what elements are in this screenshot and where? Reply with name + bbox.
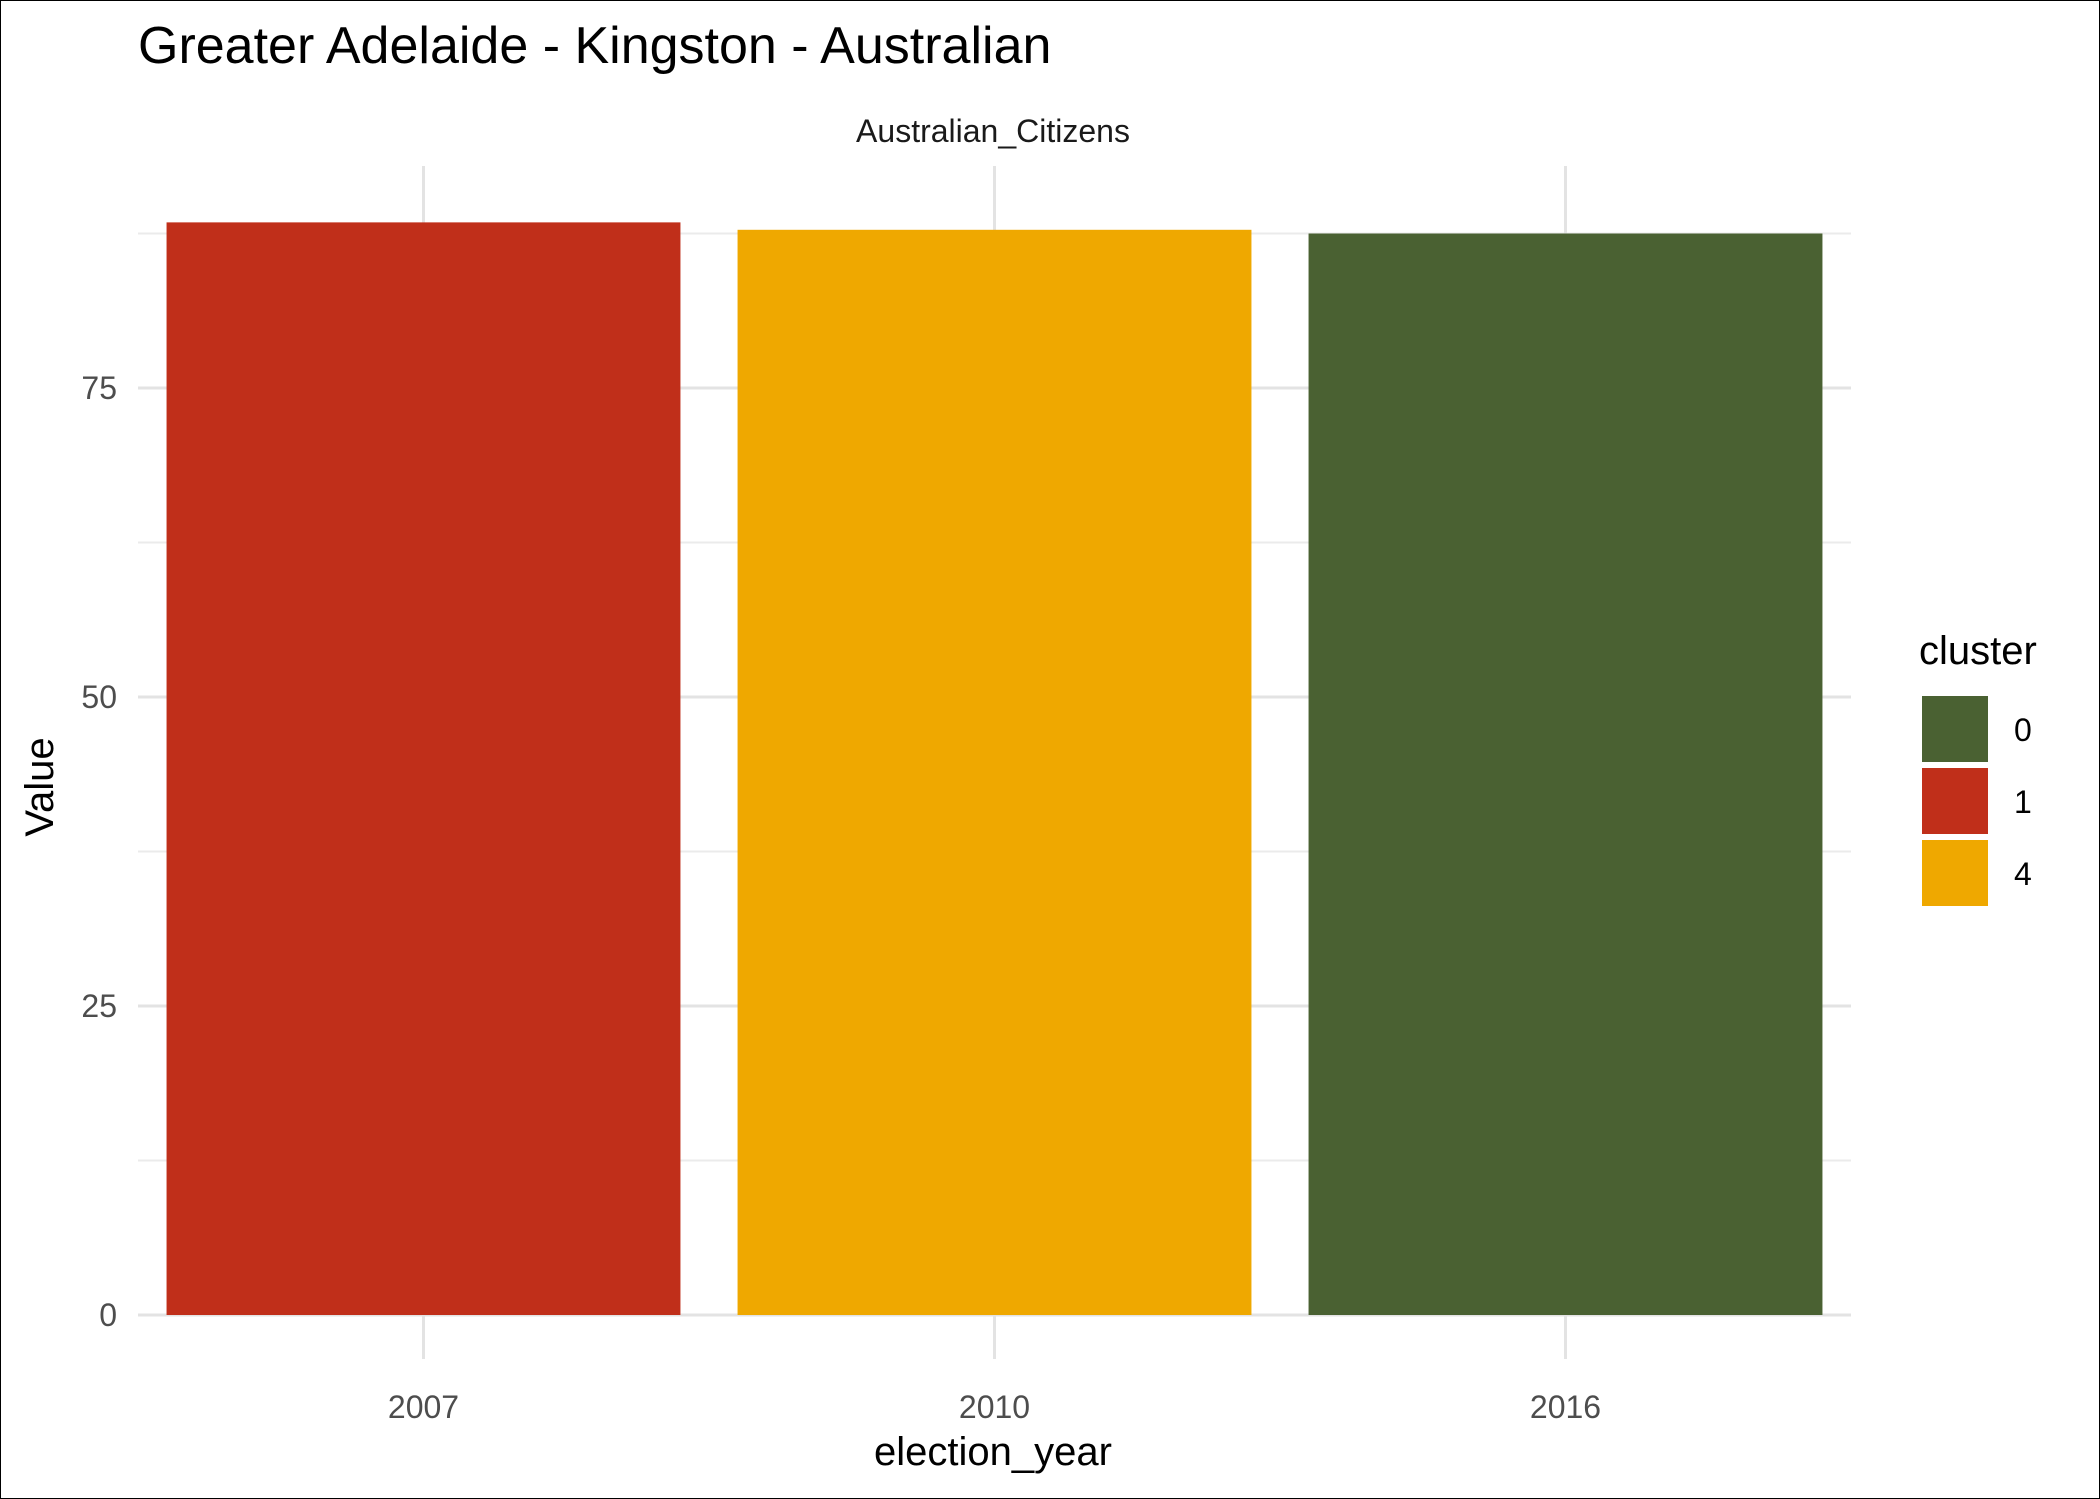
- legend-swatch-1: [1922, 768, 1988, 834]
- y-tick-label: 50: [81, 679, 117, 715]
- bar-2016: [1308, 233, 1823, 1315]
- legend: cluster 0 1 4: [1919, 629, 2037, 906]
- y-tick-label: 0: [99, 1297, 117, 1333]
- y-axis-ticks: 0 25 50 75: [81, 370, 117, 1333]
- legend-label-4: 4: [2014, 856, 2032, 892]
- x-axis-ticks: 2007 2010 2016: [388, 1389, 1601, 1425]
- y-tick-label: 75: [81, 370, 117, 406]
- bar-2007: [166, 222, 681, 1316]
- legend-label-0: 0: [2014, 712, 2032, 748]
- bar-2010: [737, 229, 1252, 1316]
- x-tick-label: 2010: [959, 1389, 1030, 1425]
- facet-strip-label: Australian_Citizens: [856, 113, 1130, 149]
- legend-swatch-4: [1922, 840, 1988, 906]
- chart-title: Greater Adelaide - Kingston - Australian: [138, 17, 1051, 75]
- x-tick-label: 2007: [388, 1389, 459, 1425]
- x-tick-label: 2016: [1530, 1389, 1601, 1425]
- legend-title: cluster: [1919, 629, 2037, 673]
- y-tick-label: 25: [81, 988, 117, 1024]
- legend-swatch-0: [1922, 696, 1988, 762]
- legend-label-1: 1: [2014, 784, 2032, 820]
- x-axis-title: election_year: [874, 1430, 1112, 1474]
- y-axis-title: Value: [18, 737, 62, 836]
- bars: [166, 222, 1823, 1316]
